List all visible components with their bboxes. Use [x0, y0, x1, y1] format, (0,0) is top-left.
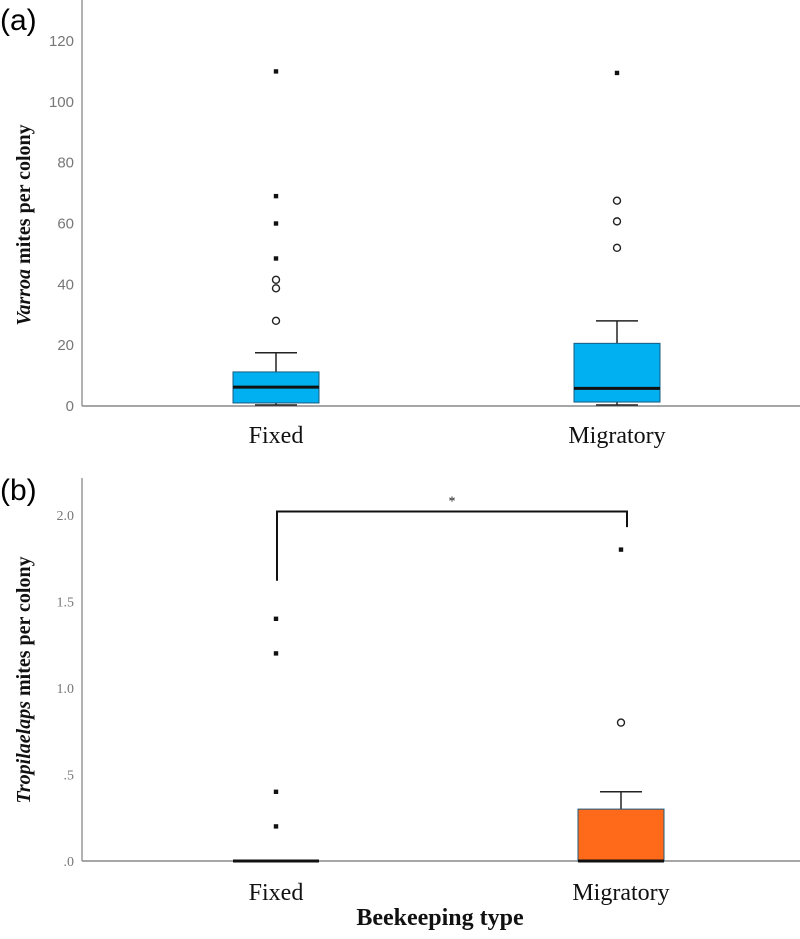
- significance-label: *: [449, 495, 456, 510]
- y-tick-label-a: 80: [57, 155, 74, 172]
- y-tick-label-a: 60: [57, 216, 74, 233]
- extreme-point: [273, 256, 279, 261]
- y-tick-label-b: 1.0: [57, 682, 75, 697]
- panel-label-b: (b): [0, 474, 37, 507]
- box-migratory: [577, 808, 665, 862]
- y-tick-label-a: 100: [49, 94, 74, 111]
- y-tick-label-a: 20: [57, 337, 74, 354]
- y-tick-label-b: 2.0: [57, 509, 75, 524]
- extreme-point: [273, 824, 279, 829]
- panel-label-a: (a): [0, 4, 37, 37]
- box-migratory: [573, 342, 661, 403]
- extreme-point: [614, 70, 620, 76]
- significance-bracket: [276, 510, 628, 581]
- extreme-point: [273, 616, 279, 621]
- y-tick-label-b: .0: [64, 855, 75, 870]
- extreme-point: [618, 547, 624, 552]
- outlier-point: [271, 275, 281, 284]
- y-tick-label-a: 120: [49, 33, 74, 50]
- outlier-point: [612, 217, 622, 226]
- y-tick-label-b: 1.5: [57, 596, 75, 611]
- extreme-point: [273, 789, 279, 794]
- y-tick-label-a: 0: [66, 398, 74, 415]
- extreme-point: [273, 193, 279, 199]
- y-tick-label-b: .5: [64, 769, 75, 784]
- outlier-point: [612, 196, 622, 205]
- y-tick-label-a: 40: [57, 276, 74, 293]
- outlier-point: [271, 316, 281, 326]
- outlier-point: [616, 718, 626, 727]
- y-axis-label-b-italic: Tropilaelaps: [13, 701, 35, 804]
- x-tick-label-b: Fixed: [249, 880, 304, 906]
- y-axis-label-a: Varroa mites per colony: [13, 124, 35, 325]
- outlier-point: [271, 284, 281, 293]
- extreme-point: [273, 69, 279, 74]
- outlier-point: [612, 243, 622, 253]
- extreme-point: [273, 651, 279, 656]
- extreme-point: [273, 221, 279, 226]
- x-tick-label-a: Fixed: [249, 423, 304, 449]
- y-axis-label-b: Tropilaelaps mites per colony: [13, 556, 35, 803]
- y-axis-label-b-rest: mites per colony: [13, 556, 35, 701]
- y-axis-label-a-rest: mites per colony: [13, 124, 35, 269]
- x-tick-label-b: Migratory: [572, 880, 669, 906]
- x-axis-label: Beekeeping type: [356, 905, 524, 931]
- y-axis-label-a-italic: Varroa: [13, 269, 35, 326]
- x-tick-label-a: Migratory: [568, 423, 665, 449]
